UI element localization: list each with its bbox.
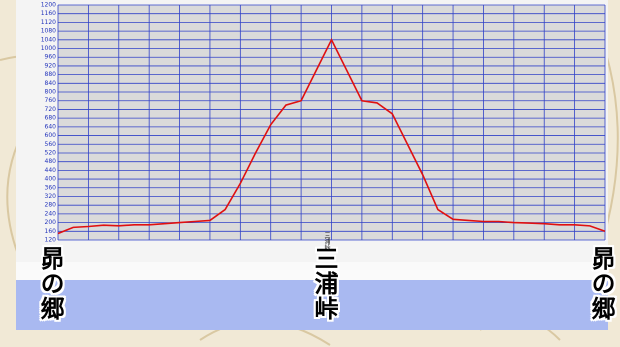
y-tick-label: 400 bbox=[45, 176, 57, 183]
y-tick-label: 120 bbox=[45, 237, 57, 244]
y-tick-label: 840 bbox=[45, 80, 57, 87]
y-tick-label: 960 bbox=[45, 54, 57, 61]
strip bbox=[16, 262, 608, 280]
y-tick-label: 880 bbox=[45, 71, 57, 78]
y-tick-label: 1200 bbox=[41, 2, 56, 9]
y-tick-label: 1160 bbox=[41, 10, 56, 17]
y-tick-label: 1000 bbox=[41, 45, 56, 52]
y-tick-label: 600 bbox=[45, 132, 57, 139]
y-tick-label: 760 bbox=[45, 97, 57, 104]
y-tick-label: 200 bbox=[45, 219, 57, 226]
start-label: 昴の郷 bbox=[36, 246, 64, 321]
y-tick-label: 640 bbox=[45, 123, 57, 130]
y-tick-label: 440 bbox=[45, 167, 57, 174]
y-tick-label: 680 bbox=[45, 115, 57, 122]
end-label: 昴の郷 bbox=[587, 246, 615, 321]
y-tick-label: 1080 bbox=[41, 28, 56, 35]
y-tick-label: 720 bbox=[45, 106, 57, 113]
info-band bbox=[16, 280, 608, 330]
y-tick-label: 920 bbox=[45, 62, 57, 69]
y-tick-label: 280 bbox=[45, 202, 57, 209]
peak-mini-label: 三浦峠 bbox=[323, 232, 330, 250]
y-tick-label: 480 bbox=[45, 158, 57, 165]
y-tick-label: 1120 bbox=[41, 19, 56, 26]
peak-label: 三浦峠 bbox=[310, 246, 338, 321]
profile-line bbox=[57, 38, 606, 235]
y-tick-label: 1040 bbox=[41, 36, 56, 43]
y-tick-label: 360 bbox=[45, 184, 57, 191]
y-tick-label: 800 bbox=[45, 89, 57, 96]
y-tick-label: 160 bbox=[45, 228, 57, 235]
y-tick-label: 320 bbox=[45, 193, 57, 200]
y-tick-label: 560 bbox=[45, 141, 57, 148]
y-tick-label: 240 bbox=[45, 210, 57, 217]
y-tick-label: 520 bbox=[45, 149, 57, 156]
